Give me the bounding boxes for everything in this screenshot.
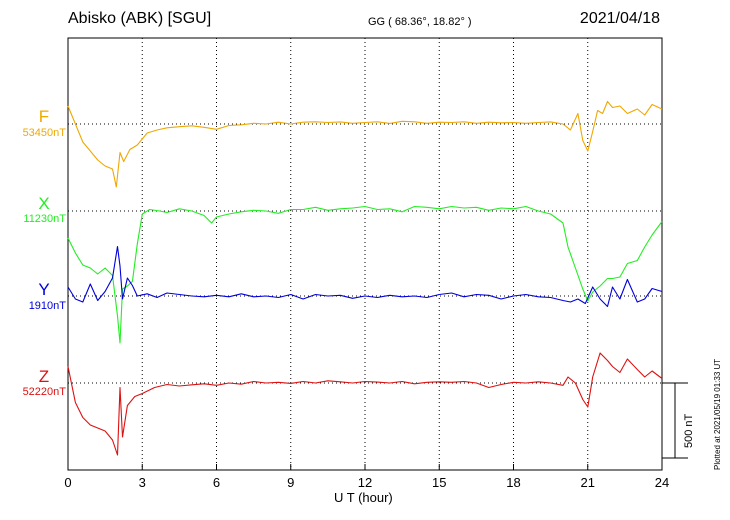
component-label-y: Y [38, 280, 50, 299]
chart-date: 2021/04/18 [579, 10, 660, 27]
x-tick-label: 0 [64, 475, 71, 490]
component-baseline-f: 53450nT [22, 127, 66, 139]
trace-y [67, 245, 663, 308]
scale-bar [662, 382, 688, 459]
scale-bar-label: 500 nT [683, 413, 695, 448]
x-tick-label: 12 [358, 475, 372, 490]
x-ticks: 0 3 6 9 12 15 18 21 24 [64, 464, 669, 490]
x-tick-label: 18 [506, 475, 520, 490]
component-baseline-y: 1910nT [28, 300, 66, 312]
component-label-z: Z [38, 367, 50, 386]
component-baseline-z: 52220nT [22, 386, 66, 398]
trace-x [67, 205, 663, 344]
trace-f [67, 100, 663, 188]
x-axis-label: U T (hour) [334, 490, 393, 505]
component-baseline-x: 11230nT [23, 213, 66, 225]
traces [67, 100, 663, 456]
x-tick-label: 6 [213, 475, 220, 490]
grid [141, 38, 589, 470]
component-label-x: X [38, 194, 50, 213]
plotted-timestamp: Plotted at 2021/05/19 01:33 UT [713, 358, 722, 470]
station-coords: GG ( 68.36°, 18.82° ) [368, 16, 472, 28]
station-title: Abisko (ABK) [SGU] [68, 10, 212, 27]
x-tick-label: 24 [655, 475, 669, 490]
component-label-f: F [38, 107, 50, 126]
x-tick-label: 9 [287, 475, 294, 490]
x-tick-label: 15 [432, 475, 446, 490]
x-tick-label: 3 [139, 475, 146, 490]
trace-z [67, 352, 663, 456]
x-tick-label: 21 [581, 475, 595, 490]
